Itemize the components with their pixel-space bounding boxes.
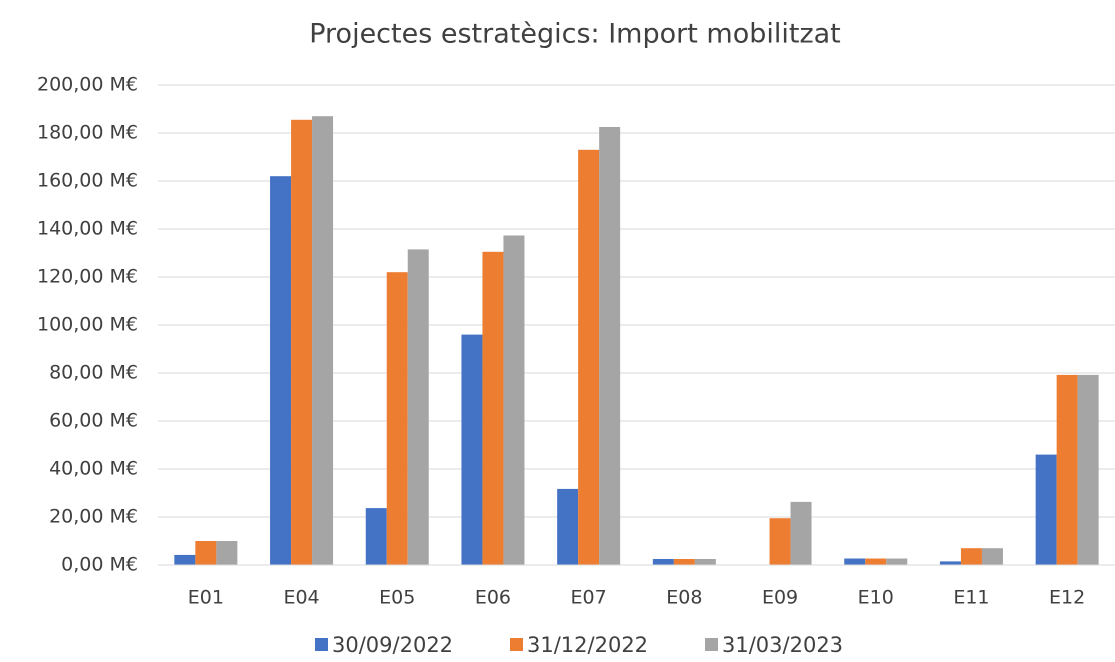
y-tick-label: 20,00 M€: [49, 506, 138, 528]
y-tick-label: 120,00 M€: [37, 266, 138, 288]
bar: [365, 508, 387, 565]
bar: [981, 548, 1003, 565]
legend-label: 31/12/2022: [527, 633, 648, 657]
x-tick-label: E06: [475, 587, 511, 609]
y-tick-label: 160,00 M€: [37, 170, 138, 192]
bar: [195, 541, 217, 565]
bar: [386, 272, 408, 565]
bar: [1056, 374, 1078, 565]
x-tick-label: E12: [1049, 587, 1085, 609]
legend-swatch: [705, 638, 718, 651]
legend-label: 31/03/2023: [722, 633, 843, 657]
legend-swatch: [510, 638, 523, 651]
bar: [599, 127, 621, 565]
bar: [557, 488, 579, 565]
bar: [578, 149, 600, 566]
x-tick-label: E10: [858, 587, 894, 609]
y-tick-label: 200,00 M€: [37, 74, 138, 96]
y-tick-label: 140,00 M€: [37, 218, 138, 240]
bar: [482, 251, 504, 566]
bar: [291, 119, 313, 566]
bar: [865, 558, 887, 565]
bar: [769, 518, 791, 565]
x-tick-label: E09: [762, 587, 798, 609]
x-tick-label: E08: [666, 587, 702, 609]
bar: [652, 559, 674, 565]
bar: [407, 249, 429, 565]
x-tick-label: E04: [283, 587, 319, 609]
y-tick-label: 40,00 M€: [49, 458, 138, 480]
y-tick-label: 0,00 M€: [61, 554, 138, 576]
legend-swatch: [315, 638, 328, 651]
bar: [844, 558, 866, 565]
bar: [461, 334, 483, 565]
bar: [174, 554, 196, 565]
bar: [790, 501, 812, 565]
x-tick-label: E07: [571, 587, 607, 609]
y-tick-label: 60,00 M€: [49, 410, 138, 432]
y-tick-label: 180,00 M€: [37, 122, 138, 144]
bar: [503, 235, 525, 566]
bar: [673, 559, 695, 565]
y-tick-label: 80,00 M€: [49, 362, 138, 384]
bar: [939, 561, 961, 565]
bar: [886, 558, 908, 565]
bar: [312, 116, 334, 565]
x-tick-label: E05: [379, 587, 415, 609]
x-tick-label: E01: [188, 587, 224, 609]
bar: [270, 176, 292, 565]
y-tick-label: 100,00 M€: [37, 314, 138, 336]
bar: [694, 559, 716, 565]
legend-label: 30/09/2022: [332, 633, 453, 657]
bar: [1077, 374, 1099, 565]
bar: [960, 548, 982, 565]
bar: [1035, 454, 1057, 565]
bar: [216, 541, 238, 565]
chart-title: Projectes estratègics: Import mobilitzat: [309, 19, 841, 50]
x-tick-label: E11: [953, 587, 989, 609]
